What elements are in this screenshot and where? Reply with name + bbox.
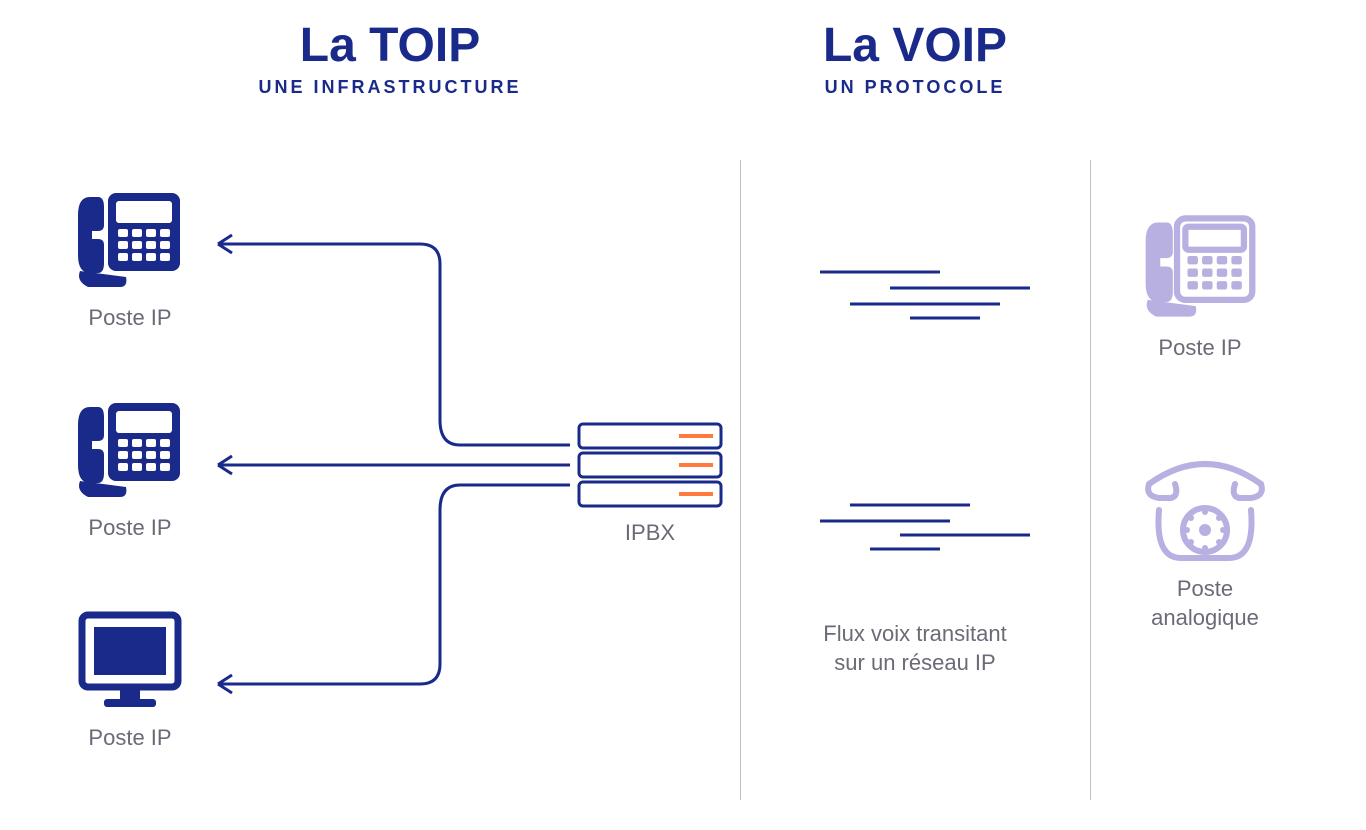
flow-label: Flux voix transitant sur un réseau IP: [770, 620, 1060, 677]
divider-2: [1090, 160, 1091, 800]
endpoint-label: Poste IP: [1120, 335, 1280, 361]
ip-phone-icon: [1135, 210, 1265, 325]
toip-arrows: [0, 0, 740, 830]
voip-title: La VOIP: [740, 18, 1090, 73]
stream-lines-icon: [800, 495, 1040, 565]
rotary-phone-icon: [1135, 450, 1275, 570]
stream-lines-icon: [800, 260, 1040, 330]
voip-subtitle: UN PROTOCOLE: [740, 77, 1090, 98]
divider-1: [740, 160, 741, 800]
endpoint-label: Poste analogique: [1110, 575, 1300, 632]
voip-title-block: La VOIP UN PROTOCOLE: [740, 18, 1090, 98]
